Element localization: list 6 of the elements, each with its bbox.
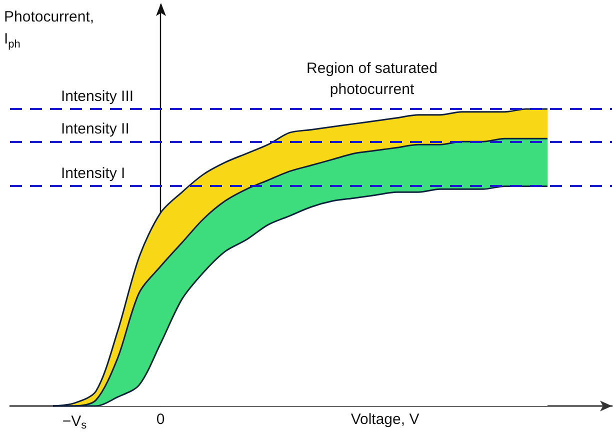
ref-line-label: Intensity III xyxy=(61,88,134,105)
ref-line-label: Intensity II xyxy=(61,120,130,138)
text: Region of saturated photocurrent xyxy=(306,60,438,98)
x-axis-title: Voltage, V xyxy=(350,411,420,428)
x-tick-label: 0 xyxy=(156,411,165,428)
ref-line-label: Intensity I xyxy=(61,165,126,182)
